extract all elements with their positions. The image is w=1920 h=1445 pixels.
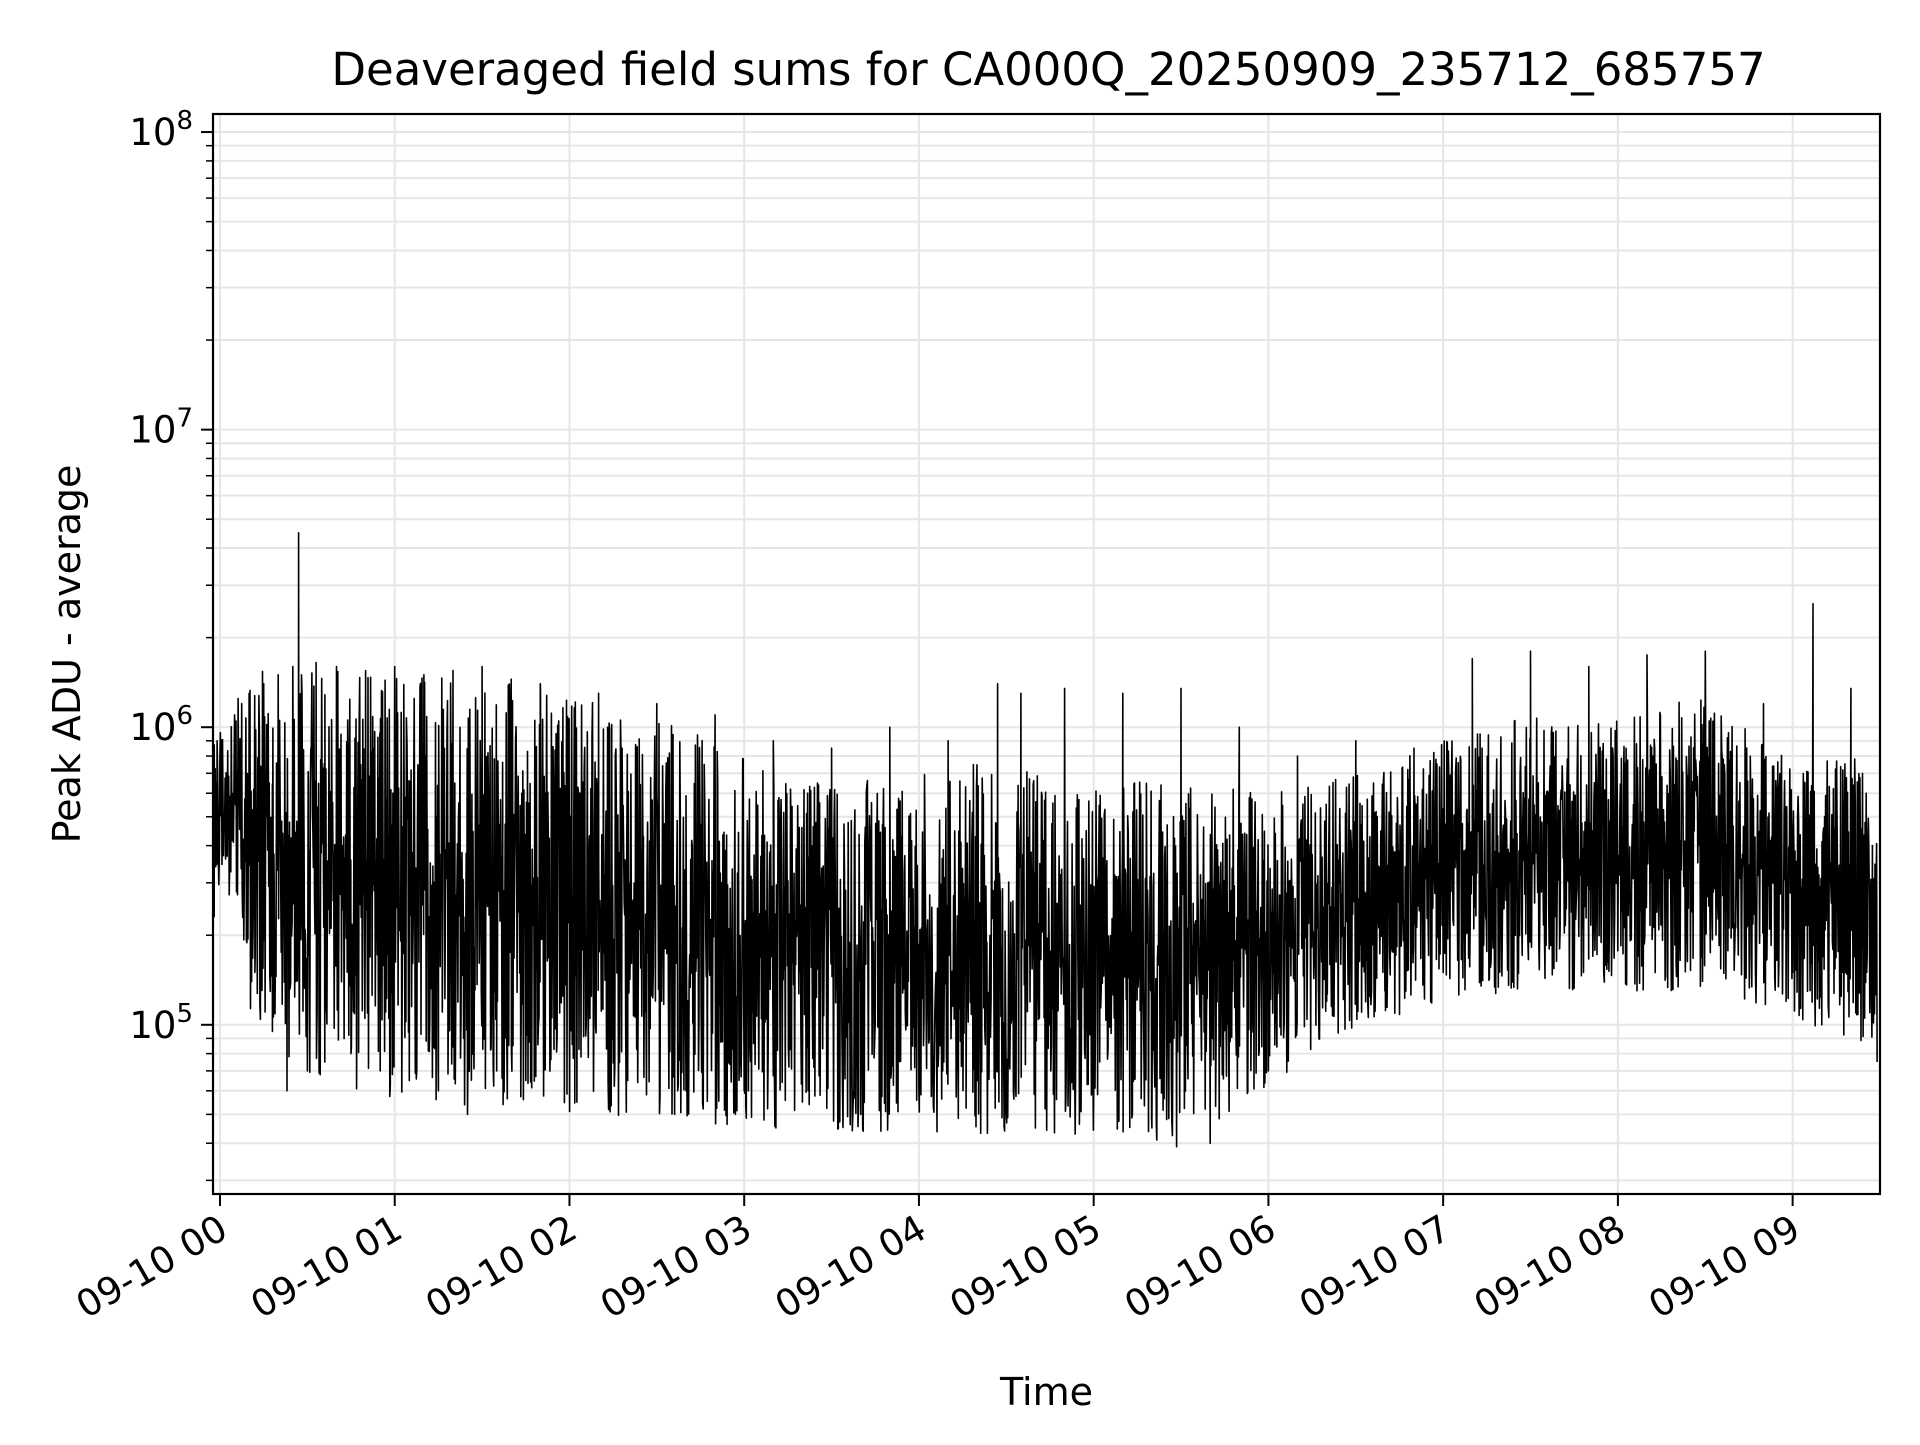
series-layer — [213, 532, 1878, 1148]
x-axis-label: Time — [999, 1370, 1093, 1414]
y-tick-label: 108 — [129, 106, 193, 154]
y-axis-label: Peak ADU - average — [45, 465, 89, 844]
y-tick-label: 105 — [129, 999, 193, 1047]
y-tick-label: 107 — [129, 404, 193, 452]
chart-title: Deaveraged field sums for CA000Q_2025090… — [331, 43, 1765, 96]
y-tick-label: 106 — [129, 701, 193, 749]
series-line — [213, 532, 1878, 1148]
plot-frame — [211, 112, 1882, 1196]
